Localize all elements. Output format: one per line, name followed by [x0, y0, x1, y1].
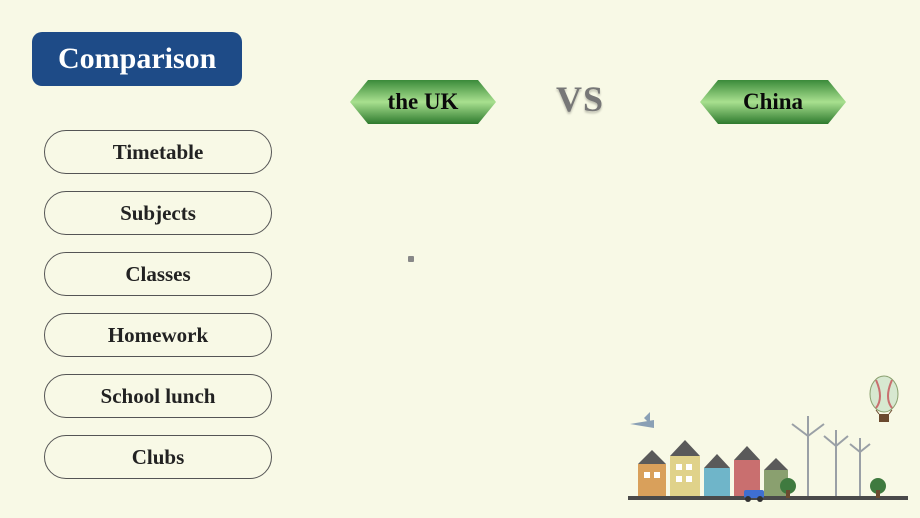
pill-homework: Homework — [44, 313, 272, 357]
compare-right-label: China — [743, 89, 803, 115]
pill-classes: Classes — [44, 252, 272, 296]
town-illustration-icon — [628, 368, 908, 508]
vs-label: VS — [556, 78, 604, 120]
topic-list: Timetable Subjects Classes Homework Scho… — [44, 130, 272, 479]
pill-timetable: Timetable — [44, 130, 272, 174]
pill-subjects: Subjects — [44, 191, 272, 235]
compare-left-label: the UK — [388, 89, 459, 115]
compare-right-badge: China — [700, 80, 846, 124]
center-dot-icon — [408, 256, 414, 262]
pill-school-lunch: School lunch — [44, 374, 272, 418]
pill-clubs: Clubs — [44, 435, 272, 479]
compare-left-badge: the UK — [350, 80, 496, 124]
comparison-title: Comparison — [32, 32, 242, 86]
